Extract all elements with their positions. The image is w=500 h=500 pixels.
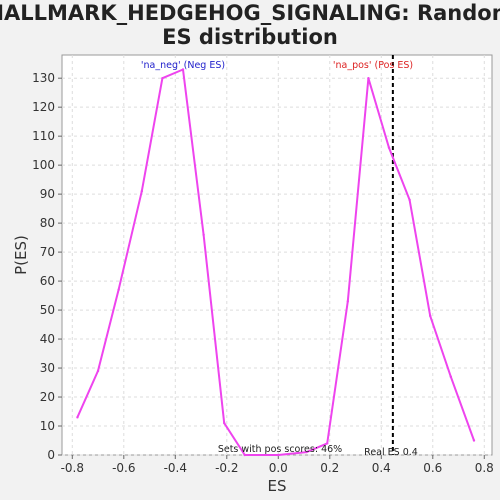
data-point: [202, 233, 205, 236]
data-point: [449, 375, 453, 378]
data-point: [76, 416, 79, 419]
data-point: [408, 198, 411, 202]
data-point: [472, 439, 476, 442]
y-tick-label: 0: [47, 448, 55, 462]
data-point: [387, 146, 391, 149]
x-axis-label: ES: [268, 477, 287, 495]
chart-title-line2: ES distribution: [162, 25, 338, 49]
y-axis: 0 10 20 30 40 50 60 70 80 90 100 110 120 130: [32, 71, 62, 462]
y-tick-label: 110: [32, 129, 55, 143]
y-tick-label: 60: [40, 274, 55, 288]
y-tick-label: 50: [40, 303, 55, 317]
x-tick-label: -0.6: [112, 461, 135, 475]
neg-es-label: 'na_neg' (Neg ES): [141, 60, 225, 71]
data-point: [326, 442, 329, 445]
data-point: [223, 421, 226, 425]
y-tick-label: 30: [40, 361, 55, 375]
data-point: [367, 76, 370, 80]
data-point: [117, 288, 120, 291]
x-axis: -0.8 -0.6 -0.4 -0.2 0.0 0.2 0.4 0.6 0.8: [61, 455, 494, 475]
pos-es-label: 'na_pos' (Pos ES): [333, 60, 413, 71]
y-tick-label: 20: [40, 390, 55, 404]
data-point: [140, 190, 144, 193]
x-tick-label: 0.2: [320, 461, 339, 475]
y-tick-label: 130: [32, 71, 55, 85]
data-point: [96, 369, 100, 373]
y-tick-label: 120: [32, 100, 55, 114]
y-tick-label: 40: [40, 332, 55, 346]
x-tick-label: -0.2: [215, 461, 238, 475]
chart-title-line1: HALLMARK_HEDGEHOG_SIGNALING: Random: [0, 1, 500, 25]
data-point: [161, 76, 164, 80]
x-tick-label: -0.8: [61, 461, 84, 475]
x-tick-label: 0.6: [423, 461, 442, 475]
x-tick-label: -0.4: [164, 461, 187, 475]
data-point: [181, 68, 185, 71]
es-distribution-points: [76, 68, 476, 457]
data-point: [346, 300, 350, 303]
x-tick-label: 0.4: [372, 461, 391, 475]
real-es-label: Real ES 0.4: [364, 447, 418, 458]
data-point: [429, 314, 432, 318]
pos-scores-label: Sets with pos scores: 46%: [218, 444, 342, 455]
x-tick-label: 0.0: [269, 461, 288, 475]
y-tick-label: 10: [40, 419, 55, 433]
data-point: [305, 450, 308, 454]
grid-lines: [62, 55, 492, 456]
y-tick-label: 70: [40, 245, 55, 259]
data-point: [277, 453, 280, 457]
y-tick-label: 90: [40, 187, 55, 201]
x-tick-label: 0.8: [475, 461, 494, 475]
y-tick-label: 80: [40, 216, 55, 230]
y-axis-label: P(ES): [12, 235, 30, 275]
data-point: [243, 453, 247, 457]
y-tick-label: 100: [32, 158, 55, 172]
